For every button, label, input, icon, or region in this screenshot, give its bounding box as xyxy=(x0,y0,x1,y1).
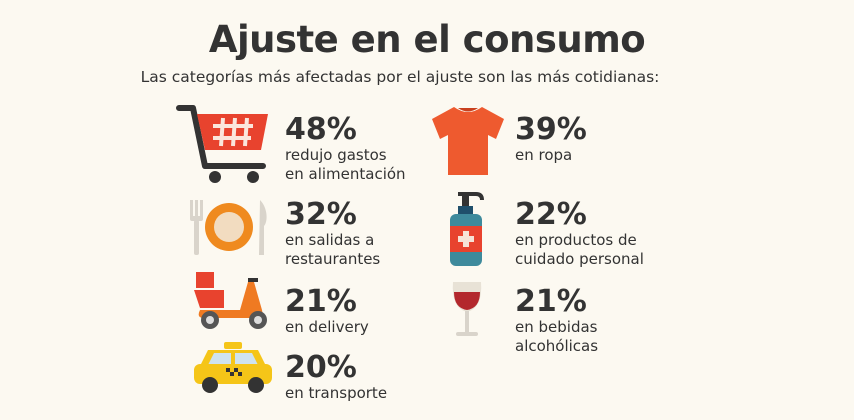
stat-description: en delivery xyxy=(285,318,369,336)
taxi-icon xyxy=(194,342,272,393)
t-shirt-icon xyxy=(432,107,504,175)
page-title: Ajuste en el consumo xyxy=(208,18,646,61)
stat-percent: 39% xyxy=(515,112,587,147)
stat-description: alcohólicas xyxy=(515,337,599,355)
stat-percent: 32% xyxy=(285,197,357,232)
stat-clothing: 39% en ropa xyxy=(515,114,587,165)
stat-description: redujo gastos xyxy=(285,146,387,164)
stat-personal-care: 22% en productos de cuidado personal xyxy=(515,199,644,269)
delivery-scooter-icon xyxy=(194,272,267,329)
stat-description: en salidas a xyxy=(285,231,375,249)
stat-description: en bebidas xyxy=(515,318,598,336)
stat-transport: 20% en transporte xyxy=(285,352,387,403)
wine-glass-icon xyxy=(452,282,482,336)
stat-percent: 21% xyxy=(285,284,357,319)
plate-cutlery-icon xyxy=(190,200,267,255)
stat-description: en ropa xyxy=(515,146,573,164)
stat-description: cuidado personal xyxy=(515,250,644,268)
stat-description: en alimentación xyxy=(285,165,406,183)
stat-alcohol: 21% en bebidas alcohólicas xyxy=(515,286,598,356)
stat-food: 48% redujo gastos en alimentación xyxy=(285,114,406,184)
stat-percent: 21% xyxy=(515,284,587,319)
stat-percent: 48% xyxy=(285,112,357,147)
stat-restaurants: 32% en salidas a restaurantes xyxy=(285,199,380,269)
stat-percent: 20% xyxy=(285,350,357,385)
soap-pump-icon xyxy=(450,192,484,266)
stat-delivery: 21% en delivery xyxy=(285,286,369,337)
stat-percent: 22% xyxy=(515,197,587,232)
stat-description: en productos de xyxy=(515,231,637,249)
stat-description: en transporte xyxy=(285,384,388,402)
shopping-cart-icon xyxy=(176,105,268,183)
stat-description: restaurantes xyxy=(285,250,381,268)
page-subtitle: Las categorías más afectadas por el ajus… xyxy=(140,68,660,86)
